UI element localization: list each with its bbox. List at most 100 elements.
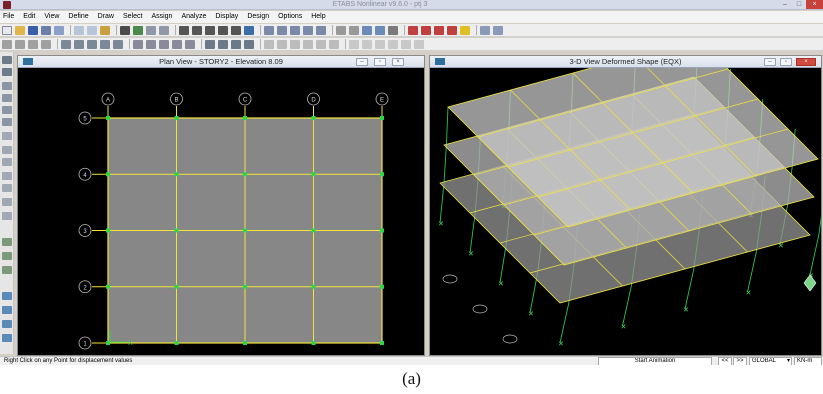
pan-icon[interactable] [231,25,241,35]
snap-to-points-icon[interactable] [2,334,12,342]
units-select[interactable]: KN-m [794,357,822,365]
rubber-band-zoom-icon[interactable] [159,25,169,35]
joint-point[interactable] [380,172,384,177]
check-model-icon[interactable] [414,39,424,49]
menu-edit[interactable]: Edit [23,13,36,20]
draw-grid-icon[interactable] [2,212,12,220]
joint-point[interactable] [106,172,110,177]
wall-draw-icon[interactable] [434,25,444,35]
minimize-button[interactable]: – [783,1,787,8]
show-mode-shape-icon[interactable] [303,39,313,49]
menu-draw[interactable]: Draw [97,13,114,20]
menu-help[interactable]: Help [311,13,326,20]
brace-draw-icon[interactable] [421,25,431,35]
clear-selection-icon[interactable] [2,320,12,328]
joint-point[interactable] [243,116,247,120]
joint-point[interactable] [174,228,179,233]
lock-model-icon[interactable] [120,25,130,35]
undo-icon[interactable] [74,25,84,35]
object-shrink-icon[interactable] [362,25,372,35]
joint-point[interactable] [174,341,179,345]
joint-point[interactable] [311,228,316,233]
draw-column-icon[interactable] [2,118,12,126]
snap-lines-icon[interactable] [113,39,123,49]
joint-point[interactable] [380,284,384,289]
joint-point[interactable] [174,172,179,177]
assign-section-icon[interactable] [218,39,228,49]
plan-view-window[interactable]: Plan View - STORY2 - Elevation 8.09 – ▫ … [17,55,425,356]
pencil-icon[interactable] [100,25,110,35]
snap-points-icon[interactable] [61,39,71,49]
set-display-options-icon[interactable] [375,25,385,35]
new-model-icon[interactable] [2,25,12,35]
menu-options[interactable]: Options [278,13,303,20]
assign-restraint-icon[interactable] [205,39,215,49]
open-file-icon[interactable] [15,25,25,35]
select-pointer-icon[interactable] [2,39,12,49]
draw-section-cut-icon[interactable] [2,238,12,246]
design-joist-icon[interactable] [388,39,398,49]
merge-points-icon[interactable] [159,39,169,49]
plan-view-icon[interactable] [277,25,287,35]
menu-design[interactable]: Design [247,13,270,20]
show-member-forces-icon[interactable] [316,39,326,49]
lightning-design-icon[interactable] [460,25,470,35]
joint-point[interactable] [243,284,247,289]
joint-point[interactable] [243,228,247,233]
menu-file[interactable]: File [3,13,15,20]
print-preview-icon[interactable] [54,25,64,35]
zoom-full-icon[interactable] [218,25,228,35]
joint-point[interactable] [380,341,384,345]
menu-define[interactable]: Define [68,13,89,20]
joint-point[interactable] [243,172,247,177]
draw-brace-icon[interactable] [2,132,12,140]
draw-reference-point-icon[interactable] [2,266,12,274]
refresh-window-icon[interactable] [146,25,156,35]
divide-lines-icon[interactable] [146,39,156,49]
redo-icon[interactable] [87,25,97,35]
view-3d-d-icon[interactable] [264,25,274,35]
joint-point[interactable] [106,284,110,289]
pointer-icon[interactable] [2,56,12,64]
draw-area-icon[interactable] [2,146,12,154]
menu-assign[interactable]: Assign [151,13,173,20]
display-design-info-icon[interactable] [401,39,411,49]
draw-dimension-icon[interactable] [2,198,12,206]
extrude-icon[interactable] [185,39,195,49]
snap-perpendicular-icon[interactable] [100,39,110,49]
menu-select[interactable]: Select [122,13,143,20]
draw-point-object-icon[interactable] [2,82,12,90]
deformed-3d-canvas[interactable]: ✕✕✕✕✕✕✕✕✕✕✕✕✕✕✕✕ [430,68,821,355]
plan-close-button[interactable]: × [392,58,404,66]
design-frame-icon[interactable] [349,39,359,49]
snap-ends-icon[interactable] [74,39,84,49]
joint-point[interactable] [174,116,179,120]
joint-point[interactable] [174,284,179,289]
show-table-icon[interactable] [480,25,490,35]
next-case-button[interactable]: >> [733,357,747,365]
zoom-previous-icon[interactable] [205,25,215,35]
joint-point[interactable] [243,341,247,345]
perspective-toggle-icon[interactable] [316,25,326,35]
assign-diaphragm-icon[interactable] [244,39,254,49]
move-up-icon[interactable] [336,25,346,35]
previous-case-button[interactable]: << [718,357,732,365]
joint-point[interactable] [311,172,316,177]
draw-point-icon[interactable] [28,39,38,49]
view3d-minimize-button[interactable]: – [764,58,776,66]
view3d-restore-button[interactable]: ▫ [780,58,792,66]
zoom-in-icon[interactable] [179,25,189,35]
units-percent-icon[interactable] [388,25,398,35]
show-deformed-icon[interactable] [290,39,300,49]
joint-point[interactable] [311,116,316,120]
plan-minimize-button[interactable]: – [356,58,368,66]
run-analysis-icon[interactable] [133,25,143,35]
snap-intersections-icon[interactable] [87,39,97,49]
joint-point[interactable] [106,116,110,120]
print-icon[interactable] [41,25,51,35]
draw-beam-icon[interactable] [2,106,12,114]
coordinate-system-select[interactable]: GLOBAL ▾ [749,357,792,365]
move-down-icon[interactable] [349,25,359,35]
plan-restore-button[interactable]: ▫ [374,58,386,66]
align-points-icon[interactable] [172,39,182,49]
